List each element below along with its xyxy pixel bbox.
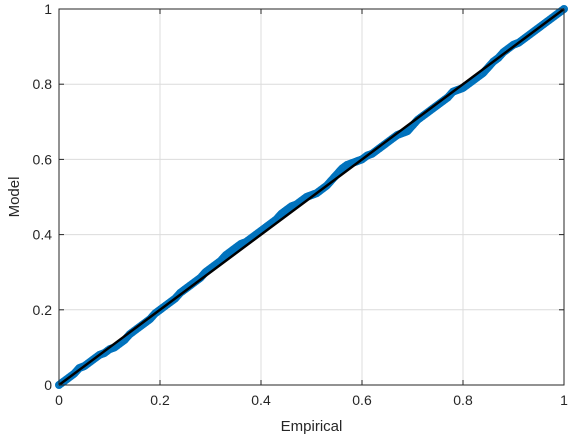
x-tick-label: 0.4 [251, 392, 271, 408]
y-tick-label: 0 [44, 377, 52, 393]
x-tick-label: 0.8 [453, 392, 473, 408]
y-tick-label: 1 [44, 1, 52, 17]
y-axis-ticks: 0 0.2 0.4 0.6 0.8 1 [33, 1, 564, 393]
y-tick-label: 0.4 [33, 227, 53, 243]
y-tick-label: 0.2 [33, 302, 53, 318]
x-tick-label: 0.6 [352, 392, 372, 408]
y-tick-label: 0.8 [33, 76, 53, 92]
y-tick-label: 0.6 [33, 151, 53, 167]
x-tick-label: 0 [55, 392, 63, 408]
x-tick-label: 0.2 [150, 392, 170, 408]
x-tick-label: 1 [560, 392, 568, 408]
x-axis-label: Empirical [281, 418, 343, 435]
reference-line-path [58, 7, 565, 387]
axes-frame [58, 8, 565, 386]
reference-line [58, 7, 565, 387]
y-axis-label: Model [6, 177, 23, 218]
x-axis-ticks: 0 0.2 0.4 0.6 0.8 1 [55, 9, 568, 408]
